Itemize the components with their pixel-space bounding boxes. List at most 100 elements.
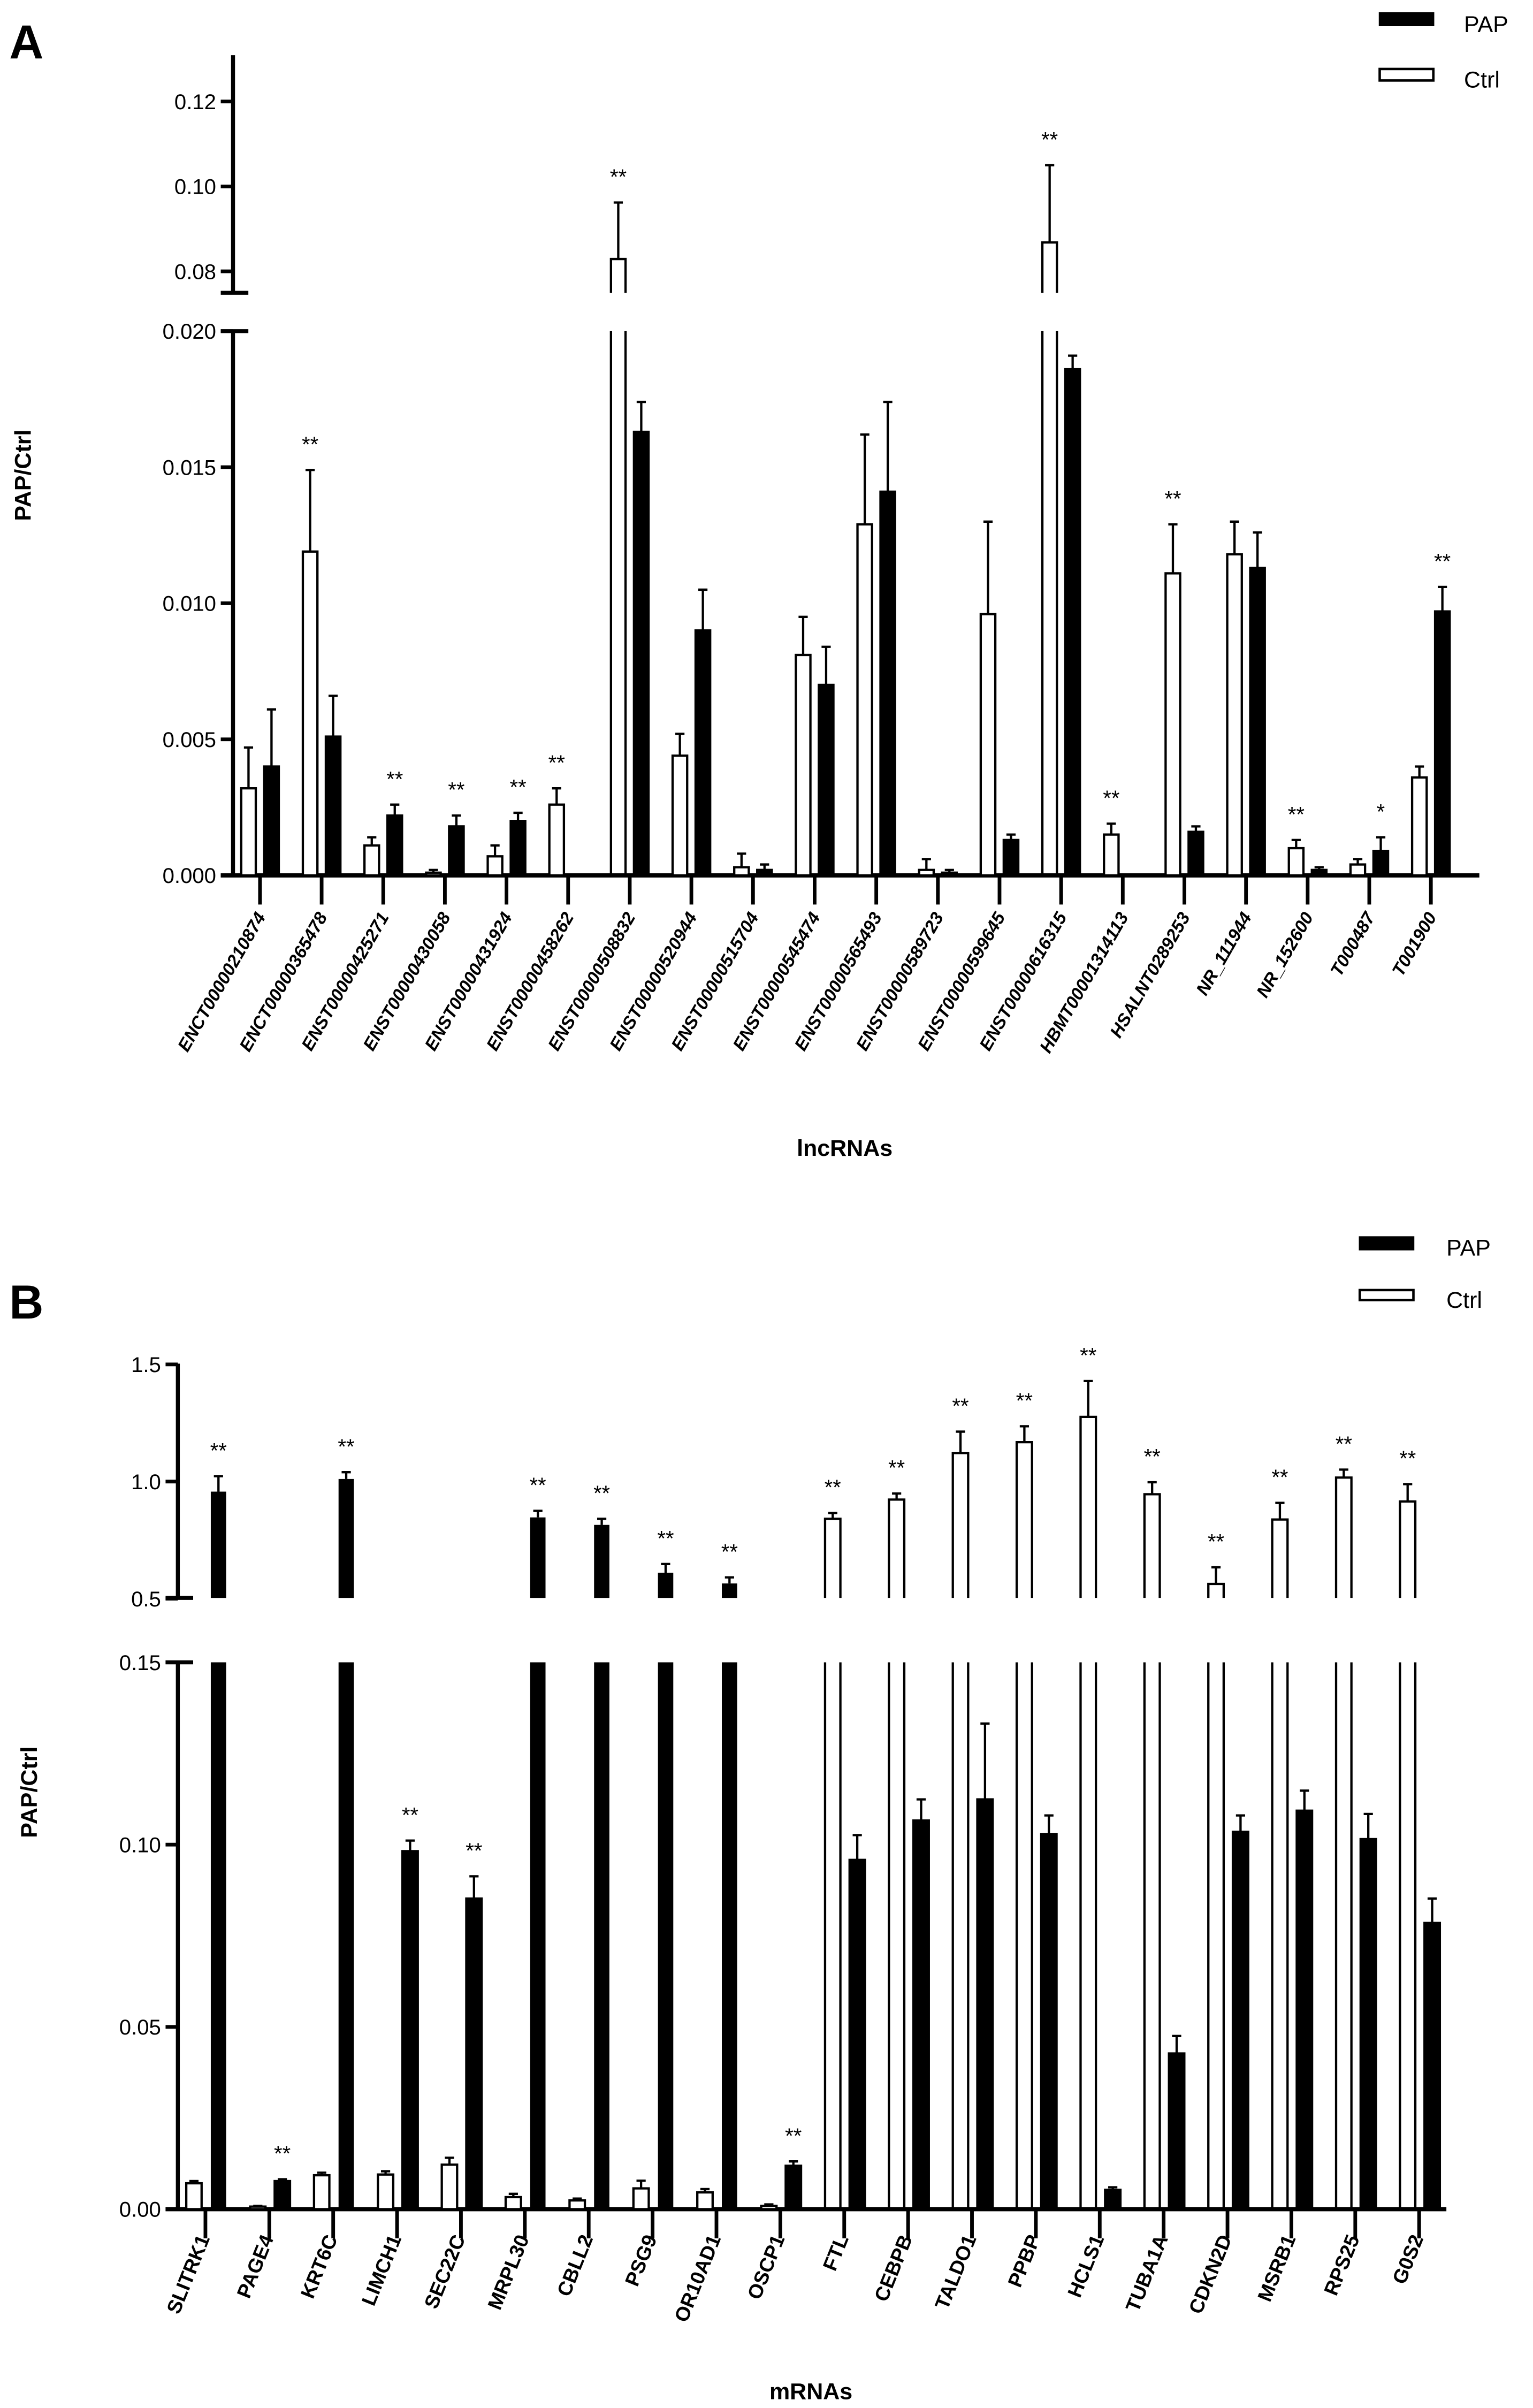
bar-ctrl	[377, 2173, 395, 2211]
bar-pap	[1104, 2189, 1122, 2211]
bar-pap-upper	[658, 1572, 674, 1598]
significance-marker: **	[509, 776, 526, 799]
bar-ctrl-upper	[1207, 1582, 1225, 1598]
error-bar-pap	[980, 1722, 990, 1800]
bar-pap-lower	[594, 1662, 609, 2209]
bar-pap	[401, 1850, 419, 2211]
bar-pap	[912, 1819, 930, 2211]
significance-marker: **	[1041, 128, 1058, 151]
y-tick-label: 1.0	[131, 1470, 161, 1494]
bar-ctrl-lower	[1015, 1662, 1033, 2209]
bar-ctrl-upper	[823, 1518, 842, 1598]
y-tick-label: 0.10	[119, 1833, 161, 1857]
bar-pap	[632, 430, 650, 877]
error-bar-ctrl	[445, 2156, 454, 2165]
bar-pap	[1231, 1831, 1249, 2211]
bar-pap	[509, 820, 527, 877]
bar-ctrl-upper	[1015, 1441, 1033, 1598]
significance-marker: **	[1399, 1447, 1416, 1470]
y-tick-label: 1.5	[131, 1353, 161, 1377]
error-bar-pap	[661, 1563, 670, 1573]
error-bar-pap	[944, 868, 954, 873]
significance-marker: **	[1271, 1466, 1288, 1489]
x-tick-label: NR_152600	[1253, 909, 1318, 1001]
bar-pap	[1040, 1833, 1058, 2211]
significance-marker: **	[785, 2124, 802, 2148]
error-bar-pap	[278, 2178, 287, 2181]
x-tick-label: PSG9	[620, 2231, 661, 2289]
x-tick-label: RPS25	[1320, 2231, 1364, 2298]
error-bar-ctrl	[1107, 822, 1116, 835]
error-bar-ctrl	[1403, 1483, 1413, 1502]
bar-pap-upper	[530, 1517, 546, 1598]
significance-marker: **	[1164, 487, 1181, 511]
error-bar-pap	[341, 1471, 351, 1479]
bar-pap-lower	[722, 1662, 737, 2209]
bar-pap-upper	[594, 1525, 609, 1598]
error-bar-pap	[533, 1510, 543, 1518]
plot-area-b: 0.00 0.05 0.10 0.15 0.5 1.0 1.5 SLITRK1 PAGE4 KRT…	[119, 1344, 1447, 2325]
legend-label-pap-b: PAP	[1446, 1235, 1491, 1261]
error-bar-pap	[1172, 2034, 1181, 2054]
significance-marker: **	[402, 1803, 418, 1827]
error-bar-ctrl	[1147, 1481, 1157, 1495]
significance-marker: **	[1103, 787, 1119, 810]
legend-b: PAP Ctrl	[1358, 1235, 1491, 1313]
legend-label-ctrl-a: Ctrl	[1464, 67, 1500, 93]
error-bar-ctrl	[700, 2188, 710, 2193]
error-bar-ctrl	[798, 615, 808, 655]
significance-marker: **	[338, 1435, 354, 1459]
significance-marker: **	[610, 165, 627, 189]
bar-ctrl-lower	[1143, 1662, 1161, 2209]
bar-pap	[1423, 1922, 1442, 2211]
error-bar-pap	[390, 803, 400, 816]
significance-marker: **	[825, 1476, 841, 1499]
significance-marker: **	[1288, 803, 1305, 826]
error-bar-ctrl	[828, 1512, 837, 1519]
plot-area-a: 0.0000.0050.0100.0150.0200.080.100.12ENC…	[163, 55, 1479, 1056]
significance-marker: **	[1016, 1389, 1033, 1413]
bar-ctrl	[632, 2187, 650, 2211]
bar-ctrl	[486, 855, 504, 877]
x-tick-label: PPBP	[1003, 2231, 1044, 2290]
error-bar-pap	[1068, 354, 1078, 370]
bar-pap	[756, 868, 773, 877]
y-tick-label: 0.08	[174, 260, 216, 284]
y-axis-label-a: PAP/Ctrl	[10, 430, 36, 521]
bar-ctrl	[1287, 847, 1305, 877]
error-bar-ctrl	[636, 2180, 646, 2189]
error-bar-ctrl	[983, 520, 993, 614]
bar-pap	[386, 814, 403, 877]
error-bar-ctrl	[1275, 1502, 1285, 1520]
x-tick-label: MRPL30	[483, 2231, 533, 2313]
bar-ctrl	[363, 844, 380, 877]
bar-ctrl	[795, 653, 812, 877]
error-bar-pap	[883, 400, 893, 492]
error-bar-ctrl	[1353, 858, 1363, 865]
x-tick-label: PAGE4	[232, 2231, 278, 2301]
bar-ctrl-lower	[1271, 1662, 1289, 2209]
bar-ctrl	[240, 787, 257, 877]
significance-marker: **	[888, 1457, 905, 1480]
error-bar-ctrl	[552, 787, 561, 805]
x-tick-label: CDKN2D	[1184, 2231, 1236, 2317]
legend-label-ctrl-b: Ctrl	[1446, 1287, 1482, 1313]
x-tick-label: SLITRK1	[162, 2231, 214, 2317]
error-bar-ctrl	[1230, 520, 1239, 554]
y-tick-label: 0.020	[163, 320, 216, 344]
error-bar-pap	[1108, 2186, 1118, 2190]
bar-ctrl	[696, 2191, 714, 2211]
bar-pap	[1433, 610, 1451, 877]
significance-marker: **	[210, 1439, 227, 1462]
error-bar-ctrl	[490, 844, 500, 857]
bar-ctrl	[733, 866, 750, 877]
significance-marker: **	[448, 779, 464, 802]
bar-ctrl	[1226, 553, 1243, 877]
significance-marker: *	[1377, 800, 1385, 824]
bar-pap	[465, 1897, 483, 2211]
error-bar-pap	[469, 1875, 479, 1899]
x-tick-label: TUBA1A	[1121, 2231, 1172, 2315]
error-bar-ctrl	[1019, 1425, 1029, 1443]
y-tick-label: 0.05	[119, 2016, 161, 2039]
bar-ctrl	[440, 2163, 459, 2211]
